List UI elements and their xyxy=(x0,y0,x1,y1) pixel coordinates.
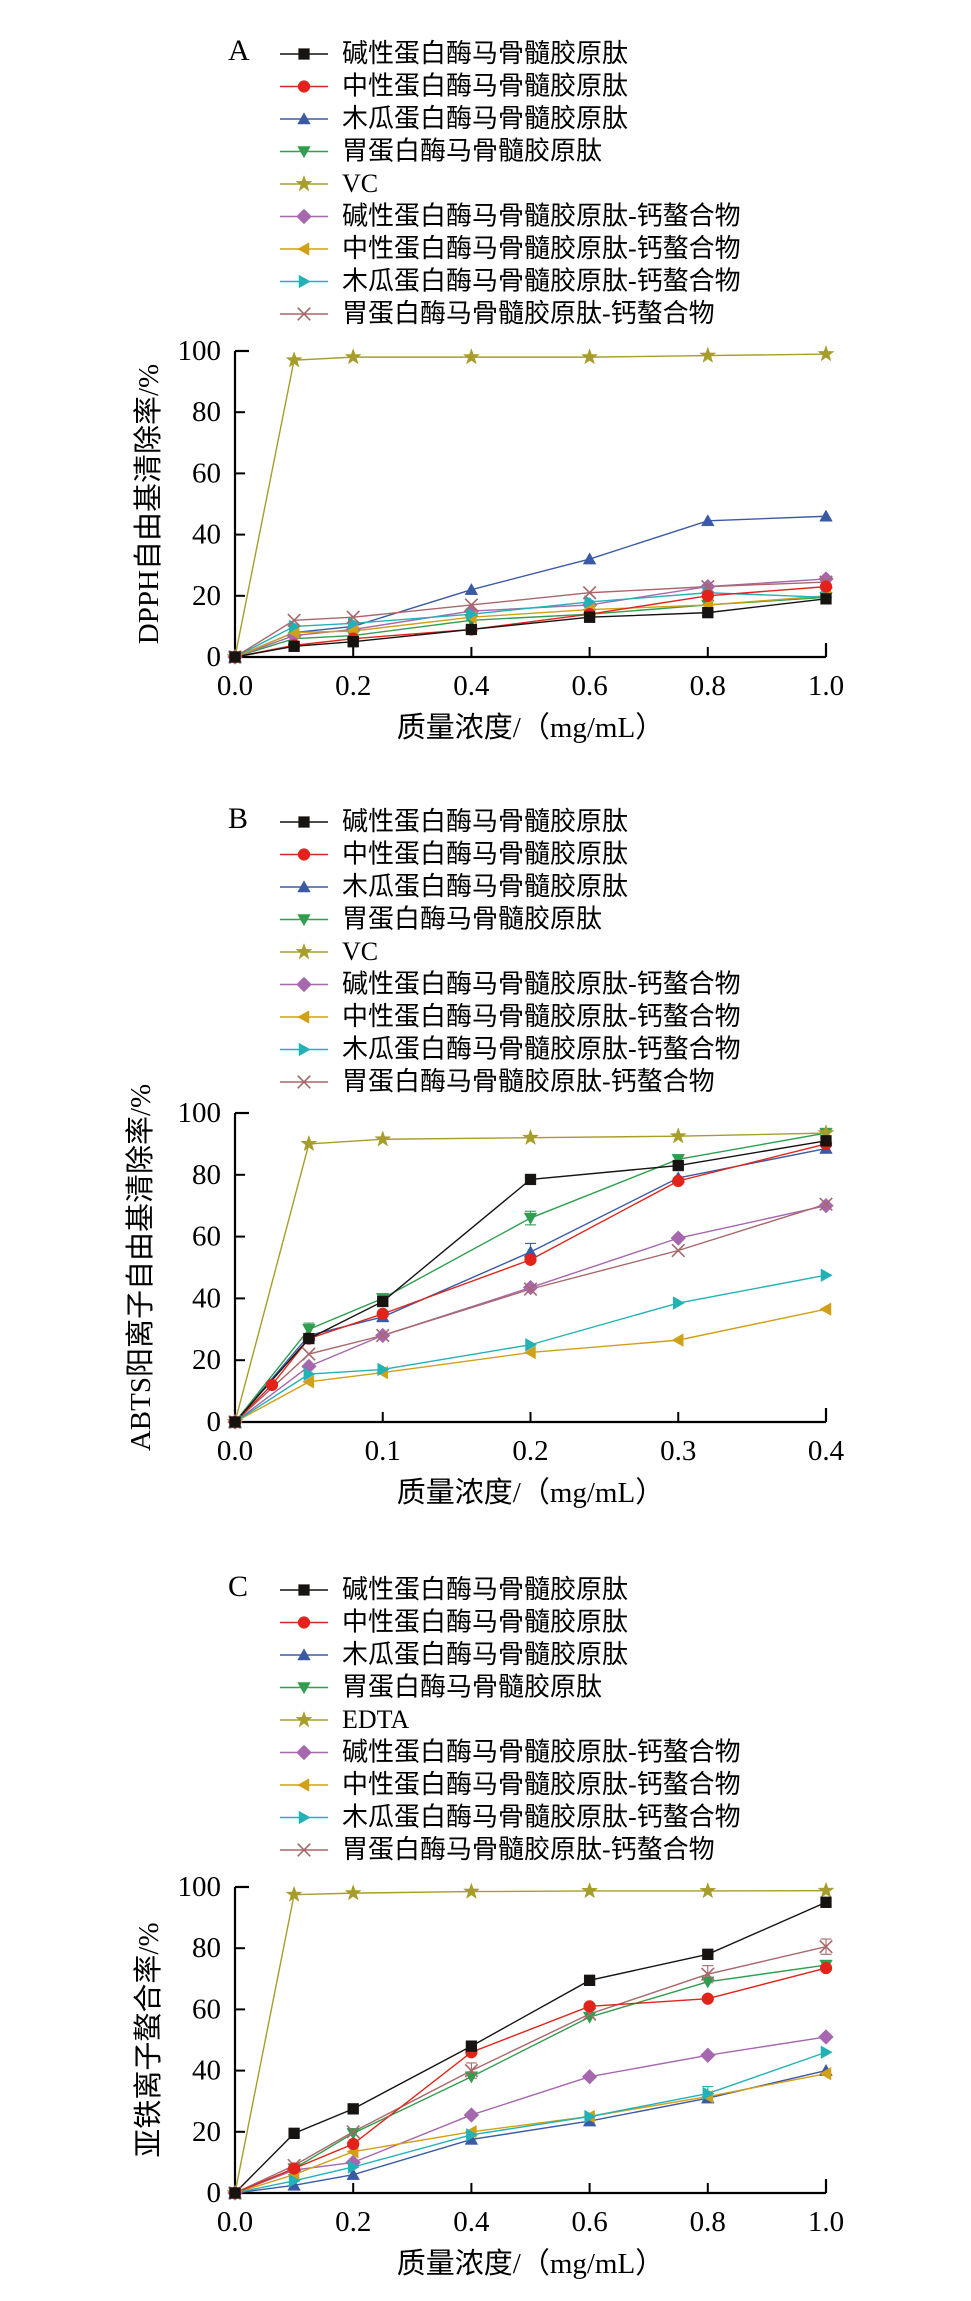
svg-text:VC: VC xyxy=(342,169,378,198)
svg-text:40: 40 xyxy=(192,519,221,551)
svg-text:0.8: 0.8 xyxy=(690,2206,726,2238)
svg-text:100: 100 xyxy=(178,335,222,367)
svg-text:0.0: 0.0 xyxy=(217,670,253,702)
svg-text:0.0: 0.0 xyxy=(217,1435,253,1467)
svg-text:80: 80 xyxy=(192,1159,221,1191)
svg-text:中性蛋白酶马骨髓胶原肽-钙螯合物: 中性蛋白酶马骨髓胶原肽-钙螯合物 xyxy=(342,1002,741,1031)
svg-text:A: A xyxy=(228,34,250,67)
svg-text:60: 60 xyxy=(192,1221,221,1253)
svg-text:木瓜蛋白酶马骨髓胶原肽: 木瓜蛋白酶马骨髓胶原肽 xyxy=(342,104,628,133)
svg-text:木瓜蛋白酶马骨髓胶原肽-钙螯合物: 木瓜蛋白酶马骨髓胶原肽-钙螯合物 xyxy=(342,267,741,296)
svg-text:EDTA: EDTA xyxy=(342,1705,409,1734)
svg-text:木瓜蛋白酶马骨髓胶原肽-钙螯合物: 木瓜蛋白酶马骨髓胶原肽-钙螯合物 xyxy=(342,1035,741,1064)
svg-text:木瓜蛋白酶马骨髓胶原肽-钙螯合物: 木瓜蛋白酶马骨髓胶原肽-钙螯合物 xyxy=(342,1803,741,1832)
svg-text:碱性蛋白酶马骨髓胶原肽-钙螯合物: 碱性蛋白酶马骨髓胶原肽-钙螯合物 xyxy=(342,1738,741,1767)
svg-text:0.6: 0.6 xyxy=(571,2206,607,2238)
svg-text:碱性蛋白酶马骨髓胶原肽: 碱性蛋白酶马骨髓胶原肽 xyxy=(342,807,628,836)
svg-text:20: 20 xyxy=(192,1344,221,1376)
svg-text:木瓜蛋白酶马骨髓胶原肽: 木瓜蛋白酶马骨髓胶原肽 xyxy=(342,1640,628,1669)
svg-text:碱性蛋白酶马骨髓胶原肽-钙螯合物: 碱性蛋白酶马骨髓胶原肽-钙螯合物 xyxy=(342,202,741,231)
svg-text:DPPH自由基清除率/%: DPPH自由基清除率/% xyxy=(132,364,165,644)
svg-text:0: 0 xyxy=(207,1406,222,1438)
svg-text:1.0: 1.0 xyxy=(808,670,844,702)
svg-text:胃蛋白酶马骨髓胶原肽-钙螯合物: 胃蛋白酶马骨髓胶原肽-钙螯合物 xyxy=(342,1067,715,1096)
svg-text:100: 100 xyxy=(178,1871,222,1903)
svg-text:100: 100 xyxy=(178,1097,222,1129)
svg-text:0: 0 xyxy=(207,641,222,673)
svg-text:胃蛋白酶马骨髓胶原肽: 胃蛋白酶马骨髓胶原肽 xyxy=(342,905,602,934)
svg-text:亚铁离子螯合率/%: 亚铁离子螯合率/% xyxy=(132,1922,165,2157)
svg-text:20: 20 xyxy=(192,580,221,612)
svg-text:80: 80 xyxy=(192,396,221,428)
svg-text:0.0: 0.0 xyxy=(217,2206,253,2238)
svg-text:碱性蛋白酶马骨髓胶原肽: 碱性蛋白酶马骨髓胶原肽 xyxy=(342,1575,628,1604)
svg-text:中性蛋白酶马骨髓胶原肽: 中性蛋白酶马骨髓胶原肽 xyxy=(342,72,628,101)
svg-text:胃蛋白酶马骨髓胶原肽-钙螯合物: 胃蛋白酶马骨髓胶原肽-钙螯合物 xyxy=(342,299,715,328)
svg-text:中性蛋白酶马骨髓胶原肽-钙螯合物: 中性蛋白酶马骨髓胶原肽-钙螯合物 xyxy=(342,234,741,263)
svg-text:0.4: 0.4 xyxy=(808,1435,845,1467)
svg-text:质量浓度/（mg/mL）: 质量浓度/（mg/mL） xyxy=(397,1476,664,1509)
svg-text:质量浓度/（mg/mL）: 质量浓度/（mg/mL） xyxy=(397,711,664,744)
svg-text:60: 60 xyxy=(192,1993,221,2025)
svg-text:40: 40 xyxy=(192,2055,221,2087)
svg-text:胃蛋白酶马骨髓胶原肽: 胃蛋白酶马骨髓胶原肽 xyxy=(342,137,602,166)
svg-text:VC: VC xyxy=(342,937,378,966)
svg-text:木瓜蛋白酶马骨髓胶原肽: 木瓜蛋白酶马骨髓胶原肽 xyxy=(342,872,628,901)
svg-text:胃蛋白酶马骨髓胶原肽: 胃蛋白酶马骨髓胶原肽 xyxy=(342,1673,602,1702)
svg-text:碱性蛋白酶马骨髓胶原肽: 碱性蛋白酶马骨髓胶原肽 xyxy=(342,39,628,68)
svg-text:中性蛋白酶马骨髓胶原肽: 中性蛋白酶马骨髓胶原肽 xyxy=(342,1608,628,1637)
svg-text:中性蛋白酶马骨髓胶原肽-钙螯合物: 中性蛋白酶马骨髓胶原肽-钙螯合物 xyxy=(342,1770,741,1799)
svg-text:碱性蛋白酶马骨髓胶原肽-钙螯合物: 碱性蛋白酶马骨髓胶原肽-钙螯合物 xyxy=(342,970,741,999)
svg-text:0.4: 0.4 xyxy=(453,2206,490,2238)
svg-text:20: 20 xyxy=(192,2116,221,2148)
svg-text:0.2: 0.2 xyxy=(512,1435,548,1467)
svg-text:1.0: 1.0 xyxy=(808,2206,844,2238)
svg-text:0.2: 0.2 xyxy=(335,2206,371,2238)
svg-text:0.8: 0.8 xyxy=(690,670,726,702)
svg-text:0.4: 0.4 xyxy=(453,670,490,702)
svg-text:40: 40 xyxy=(192,1282,221,1314)
svg-text:60: 60 xyxy=(192,457,221,489)
svg-text:0: 0 xyxy=(207,2177,222,2209)
svg-text:B: B xyxy=(228,802,248,835)
svg-text:ABTS阳离子自由基清除率/%: ABTS阳离子自由基清除率/% xyxy=(124,1084,157,1451)
svg-text:0.3: 0.3 xyxy=(660,1435,696,1467)
svg-text:80: 80 xyxy=(192,1932,221,1964)
svg-text:胃蛋白酶马骨髓胶原肽-钙螯合物: 胃蛋白酶马骨髓胶原肽-钙螯合物 xyxy=(342,1835,715,1864)
svg-text:C: C xyxy=(228,1570,248,1603)
svg-text:质量浓度/（mg/mL）: 质量浓度/（mg/mL） xyxy=(397,2247,664,2280)
svg-text:0.1: 0.1 xyxy=(365,1435,401,1467)
svg-text:0.6: 0.6 xyxy=(571,670,607,702)
svg-text:0.2: 0.2 xyxy=(335,670,371,702)
svg-text:中性蛋白酶马骨髓胶原肽: 中性蛋白酶马骨髓胶原肽 xyxy=(342,840,628,869)
